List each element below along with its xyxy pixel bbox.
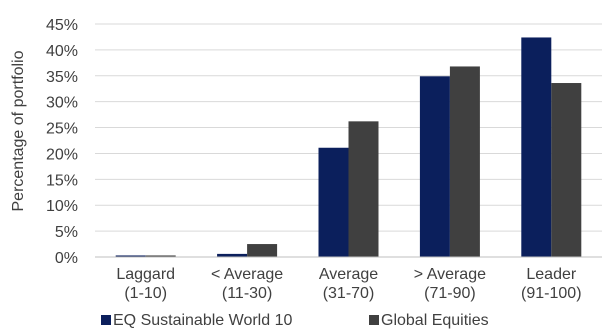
bars <box>115 37 582 258</box>
x-axis-categories: Laggard (1-10) < Average (11-30) Average (31-… <box>116 266 581 302</box>
bar-global-equities <box>551 83 582 257</box>
bar-eq-sustainable-world-10 <box>419 76 450 257</box>
y-tick-label: 0% <box>55 250 78 267</box>
x-category-label: (31-70) <box>323 285 375 302</box>
x-category-label: (1-10) <box>124 285 167 302</box>
x-category-label: Leader <box>526 266 576 283</box>
bar-eq-sustainable-world-10 <box>318 147 349 257</box>
y-tick-label: 40% <box>46 43 78 60</box>
x-category-label: (91-100) <box>521 285 581 302</box>
x-category-label: Laggard <box>116 266 175 283</box>
legend-label: EQ Sustainable World 10 <box>113 312 292 329</box>
legend: EQ Sustainable World 10 Global Equities <box>101 312 489 329</box>
bar-global-equities <box>145 255 176 257</box>
bar-global-equities <box>247 244 278 257</box>
y-tick-label: 25% <box>46 121 78 138</box>
legend-swatch <box>101 315 111 325</box>
bar-global-equities <box>348 121 379 257</box>
y-axis-title: Percentage of portfolio <box>10 50 27 211</box>
y-tick-label: 35% <box>46 69 78 86</box>
x-category-label: (11-30) <box>222 285 272 302</box>
y-tick-label: 10% <box>46 198 78 215</box>
y-tick-label: 20% <box>46 146 78 163</box>
legend-swatch <box>369 315 379 325</box>
y-tick-label: 5% <box>55 224 78 241</box>
y-tick-label: 15% <box>46 172 78 189</box>
bar-global-equities <box>449 66 480 257</box>
x-category-label: < Average <box>211 266 283 283</box>
y-tick-label: 45% <box>46 17 78 34</box>
x-category-label: Average <box>319 266 378 283</box>
bar-eq-sustainable-world-10 <box>217 253 248 257</box>
bar-eq-sustainable-world-10 <box>521 37 552 258</box>
y-tick-label: 30% <box>46 95 78 112</box>
bar-eq-sustainable-world-10 <box>115 255 146 257</box>
legend-label: Global Equities <box>381 312 489 329</box>
y-axis-ticks: 0% 5% 10% 15% 20% 25% 30% 35% 40% 45% <box>46 17 78 267</box>
x-category-label: > Average <box>414 266 486 283</box>
x-category-label: (71-90) <box>424 285 476 302</box>
